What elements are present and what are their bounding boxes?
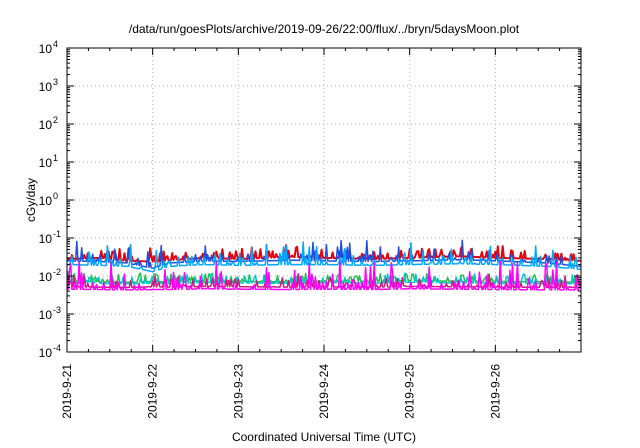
y-tick-exponent: 4 [53, 39, 58, 49]
y-tick-label: 10 [39, 194, 53, 208]
y-tick-exponent: 0 [53, 191, 58, 201]
y-tick-label: 10 [39, 156, 53, 170]
y-tick-exponent: -3 [53, 305, 61, 315]
y-tick-label: 10 [39, 270, 53, 284]
x-tick-label: 2019-9-23 [231, 364, 245, 419]
y-tick-exponent: 2 [53, 115, 58, 125]
y-tick-exponent: 1 [53, 153, 58, 163]
y-tick-label: 10 [39, 118, 53, 132]
y-tick-label: 10 [39, 42, 53, 56]
x-tick-label: 2019-9-25 [403, 364, 417, 419]
y-tick-exponent: -2 [53, 267, 61, 277]
x-tick-label: 2019-9-21 [60, 364, 74, 419]
y-tick-exponent: -1 [53, 229, 61, 239]
series-line [67, 244, 581, 263]
series-line [67, 272, 581, 285]
x-axis-label: Coordinated Universal Time (UTC) [232, 430, 416, 444]
y-tick-label: 10 [39, 346, 53, 360]
series-group [67, 239, 581, 291]
series-line [67, 260, 581, 291]
x-tick-label: 2019-9-26 [488, 364, 502, 419]
y-tick-label: 10 [39, 232, 53, 246]
x-tick-label: 2019-9-24 [317, 364, 331, 419]
y-tick-exponent: 3 [53, 77, 58, 87]
y-tick-label: 10 [39, 308, 53, 322]
y-tick-label: 10 [39, 80, 53, 94]
grid [67, 48, 581, 352]
chart-title: /data/run/goesPlots/archive/2019-09-26/2… [129, 22, 520, 36]
y-axis-label: cGy/day [24, 178, 38, 222]
x-tick-label: 2019-9-22 [146, 364, 160, 419]
series-line [67, 239, 581, 269]
series-line [67, 241, 581, 273]
y-tick-exponent: -4 [53, 343, 61, 353]
